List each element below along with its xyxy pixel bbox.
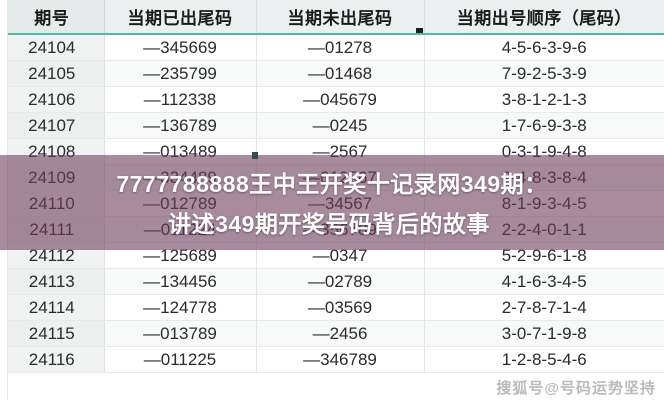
cell-period[interactable]: 24107	[0, 112, 105, 139]
cell-draw-order[interactable]: 7-9-2-5-3-9	[424, 60, 664, 87]
cell-period[interactable]: 24116	[0, 346, 105, 373]
cell-missing-tails[interactable]: —2456	[256, 320, 425, 347]
cell-drawn-tails[interactable]: —011225	[104, 346, 257, 373]
cell-missing-tails[interactable]: —045679	[256, 86, 425, 113]
cell-period[interactable]: 24106	[0, 86, 105, 113]
cell-period[interactable]: 24114	[0, 294, 105, 321]
cell-selection-handle-header[interactable]	[416, 28, 423, 33]
cell-missing-tails[interactable]: —0245	[256, 112, 425, 139]
cell-draw-order[interactable]: 3-0-7-1-9-8	[424, 320, 664, 347]
cell-period[interactable]: 24104	[0, 34, 105, 61]
table-row[interactable]: 24106 —112338 —045679 3-8-1-2-1-3	[0, 86, 664, 113]
column-header-draw-order[interactable]: 当期出号顺序（尾码）	[424, 0, 664, 35]
table-header-row: 期号 当期已出尾码 当期未出尾码 当期出号顺序（尾码）	[0, 0, 664, 35]
cell-missing-tails[interactable]: —03569	[256, 294, 425, 321]
cell-missing-tails[interactable]: —02789	[256, 268, 425, 295]
table-row[interactable]: 24105 —235799 —01468 7-9-2-5-3-9	[0, 60, 664, 87]
cell-draw-order[interactable]: 1-2-8-5-4-6	[424, 346, 664, 373]
cell-drawn-tails[interactable]: —013789	[104, 320, 257, 347]
table-row[interactable]: 24115 —013789 —2456 3-0-7-1-9-8	[0, 320, 664, 347]
cell-drawn-tails[interactable]: —134456	[104, 268, 257, 295]
cell-missing-tails[interactable]: —01468	[256, 60, 425, 87]
table-row[interactable]: 24107 —136789 —0245 1-7-6-9-3-8	[0, 112, 664, 139]
table-row[interactable]: 24116 —011225 —346789 1-2-8-5-4-6	[0, 346, 664, 373]
source-watermark: 搜狐号@号码运势坚持	[496, 380, 656, 397]
cell-draw-order[interactable]: 4-5-6-3-9-6	[424, 34, 664, 61]
table-row[interactable]: 24104 —345669 —01278 4-5-6-3-9-6	[0, 34, 664, 61]
cell-missing-tails[interactable]: —01278	[256, 34, 425, 61]
cell-drawn-tails[interactable]: —235799	[104, 60, 257, 87]
cell-period[interactable]: 24113	[0, 268, 105, 295]
column-header-missing-tails[interactable]: 当期未出尾码	[256, 0, 425, 35]
cell-selection-handle[interactable]	[252, 152, 258, 159]
cell-draw-order[interactable]: 3-8-1-2-1-3	[424, 86, 664, 113]
table-row[interactable]: 24114 —124778 —03569 2-7-8-7-1-4	[0, 294, 664, 321]
cell-draw-order[interactable]: 1-7-6-9-3-8	[424, 112, 664, 139]
cell-draw-order[interactable]: 2-7-8-7-1-4	[424, 294, 664, 321]
promo-banner-band	[0, 155, 664, 250]
column-header-drawn-tails[interactable]: 当期已出尾码	[104, 0, 257, 35]
cell-period[interactable]: 24115	[0, 320, 105, 347]
cell-draw-order[interactable]: 4-1-6-3-4-5	[424, 268, 664, 295]
cell-drawn-tails[interactable]: —112338	[104, 86, 257, 113]
table-row[interactable]: 24113 —134456 —02789 4-1-6-3-4-5	[0, 268, 664, 295]
cell-period[interactable]: 24105	[0, 60, 105, 87]
cell-drawn-tails[interactable]: —136789	[104, 112, 257, 139]
column-header-period[interactable]: 期号	[0, 0, 105, 35]
cell-drawn-tails[interactable]: —124778	[104, 294, 257, 321]
cell-drawn-tails[interactable]: —345669	[104, 34, 257, 61]
cell-missing-tails[interactable]: —346789	[256, 346, 425, 373]
